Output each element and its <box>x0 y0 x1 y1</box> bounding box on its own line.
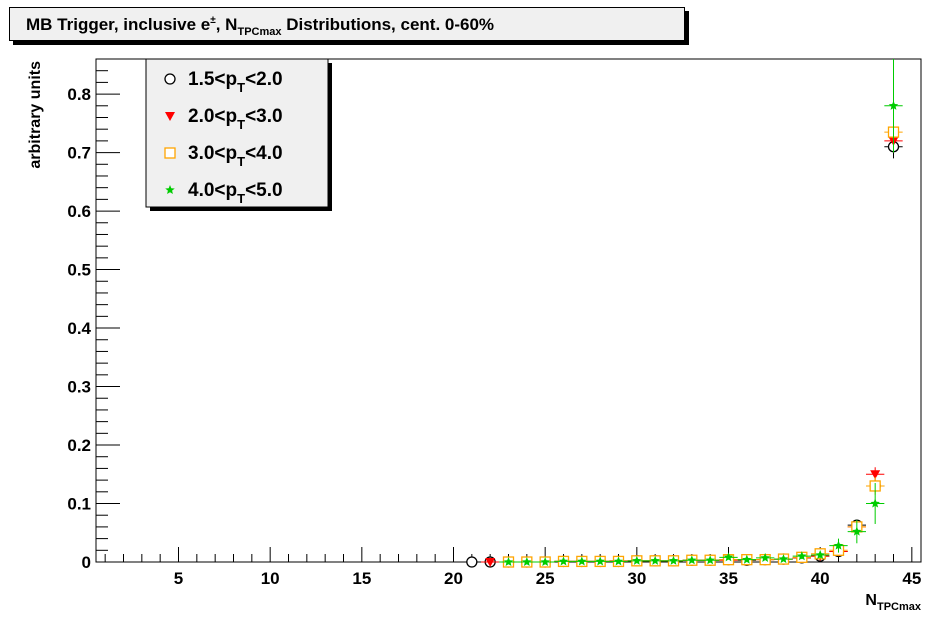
x-tick-label: 35 <box>719 569 738 588</box>
data-point <box>687 555 697 565</box>
data-point <box>522 557 532 567</box>
legend-label: 1.5<pT<2.0 <box>188 69 283 95</box>
title-mid: , N <box>215 15 238 34</box>
x-tick-label: 40 <box>811 569 830 588</box>
legend-label: 4.0<pT<5.0 <box>188 180 283 206</box>
y-tick-label: 0.2 <box>67 436 91 455</box>
series-4 <box>499 59 903 567</box>
data-point <box>705 555 715 565</box>
title-sub: TPCmax <box>237 26 282 38</box>
data-point <box>595 556 605 566</box>
x-axis-label: NTPCmax <box>865 592 921 613</box>
data-point <box>650 555 660 565</box>
y-tick-label: 0.1 <box>67 495 91 514</box>
legend-marker <box>165 185 175 195</box>
data-point <box>613 556 624 566</box>
y-tick-label: 0.3 <box>67 378 91 397</box>
legend-entry-1: 1.5<pT<2.0 <box>164 69 283 95</box>
title-sup: ± <box>210 15 216 26</box>
data-point <box>742 554 752 564</box>
data-point <box>833 540 844 550</box>
data-point <box>778 554 789 564</box>
data-point <box>723 552 734 562</box>
data-point <box>815 549 825 560</box>
y-tick-label: 0.6 <box>67 202 91 221</box>
data-point <box>466 556 478 568</box>
legend-marker <box>165 112 175 121</box>
chart-title-box: MB Trigger, inclusive e±, NTPCmax Distri… <box>9 7 685 41</box>
legend-label: 2.0<pT<3.0 <box>188 106 283 132</box>
title-end: Distributions, cent. 0-60% <box>281 15 495 34</box>
data-point <box>852 526 862 536</box>
data-point <box>540 557 550 567</box>
legend-entry-3: 3.0<pT<4.0 <box>164 143 283 169</box>
legend-box <box>145 58 329 208</box>
series-2 <box>481 129 903 567</box>
legend-marker <box>164 73 176 85</box>
data-point <box>668 555 679 565</box>
series-1 <box>462 135 903 568</box>
x-tick-label: 20 <box>444 569 463 588</box>
data-point <box>870 470 881 480</box>
x-tick-label: 30 <box>627 569 646 588</box>
legend-entry-4: 4.0<pT<5.0 <box>165 180 283 206</box>
title-main: MB Trigger, inclusive e <box>26 15 211 34</box>
legend-marker <box>164 147 176 159</box>
y-tick-label: 0.5 <box>67 261 91 280</box>
data-point <box>485 558 496 567</box>
series-3 <box>499 114 903 568</box>
y-tick-label: 0 <box>82 553 91 572</box>
data-point <box>870 498 880 508</box>
data-marks <box>462 59 903 568</box>
y-tick-label: 0.8 <box>67 85 91 104</box>
data-point <box>577 556 587 566</box>
data-point <box>797 551 807 561</box>
y-tick-label: 0.7 <box>67 144 91 163</box>
chart-title: MB Trigger, inclusive e±, NTPCmax Distri… <box>26 15 495 38</box>
data-point <box>503 557 514 567</box>
x-tick-label: 5 <box>174 569 183 588</box>
y-axis-label: arbitrary units <box>27 61 44 169</box>
x-tick-label: 15 <box>352 569 371 588</box>
data-point <box>888 100 899 110</box>
data-point <box>760 552 770 562</box>
x-tick-label: 25 <box>536 569 555 588</box>
legend: 1.5<pT<2.0 2.0<pT<3.0 3.0<pT<4.0 4.0<pT<5.0 <box>145 58 332 211</box>
x-tick-label: 45 <box>902 569 921 588</box>
x-tick-label: 10 <box>261 569 280 588</box>
y-tick-label: 0.4 <box>67 319 91 338</box>
legend-entry-2: 2.0<pT<3.0 <box>165 106 283 132</box>
legend-label: 3.0<pT<4.0 <box>188 143 283 169</box>
data-point <box>632 555 642 565</box>
data-point <box>558 556 569 566</box>
